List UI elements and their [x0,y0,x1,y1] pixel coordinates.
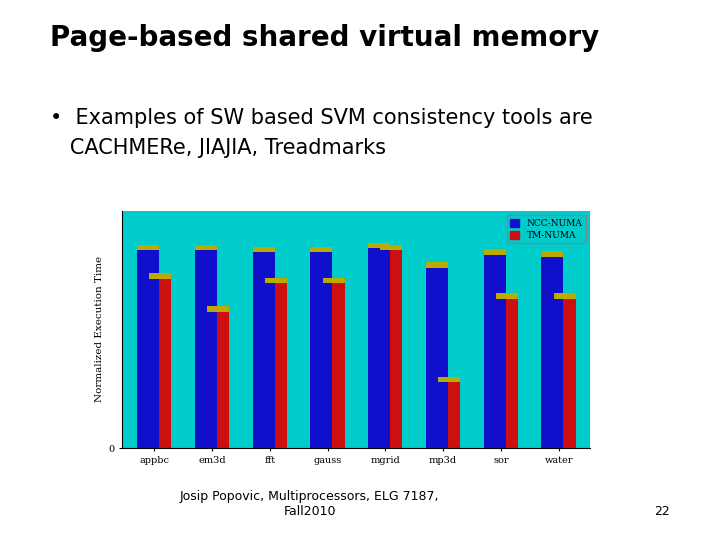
Text: CACHMERe, JIAJIA, Treadmarks: CACHMERe, JIAJIA, Treadmarks [50,138,387,158]
Bar [195,245,217,250]
Bar [380,250,402,448]
Bar [426,262,448,268]
Text: Josip Popovic, Multiprocessors, ELG 7187,
Fall2010: Josip Popovic, Multiprocessors, ELG 7187… [180,490,439,518]
Bar [554,293,576,299]
Bar [438,382,460,448]
Bar [554,299,576,448]
Bar [541,251,564,257]
Y-axis label: Normalized Execution Time: Normalized Execution Time [96,256,104,402]
Legend: NCC-NUMA, TM-NUMA: NCC-NUMA, TM-NUMA [507,215,586,244]
Text: •  Examples of SW based SVM consistency tools are: • Examples of SW based SVM consistency t… [50,108,593,128]
Bar [310,247,333,252]
Bar [149,273,171,279]
Bar [368,248,390,448]
Bar [484,249,505,254]
Bar [265,283,287,448]
Bar [484,254,505,448]
Bar [496,293,518,299]
Bar [426,268,448,448]
Bar [207,312,229,448]
Bar [496,299,518,448]
Bar [253,247,274,252]
Bar [310,252,333,448]
Bar [149,279,171,448]
Bar [253,252,274,448]
Bar [541,257,564,448]
Bar [323,278,345,283]
Bar [380,245,402,250]
Bar [137,245,159,250]
Bar [368,242,390,248]
Text: 22: 22 [654,505,670,518]
Bar [323,283,345,448]
Text: Page-based shared virtual memory: Page-based shared virtual memory [50,24,600,52]
Bar [265,278,287,283]
Bar [137,250,159,448]
Bar [195,250,217,448]
Bar [438,377,460,382]
Bar [207,306,229,312]
